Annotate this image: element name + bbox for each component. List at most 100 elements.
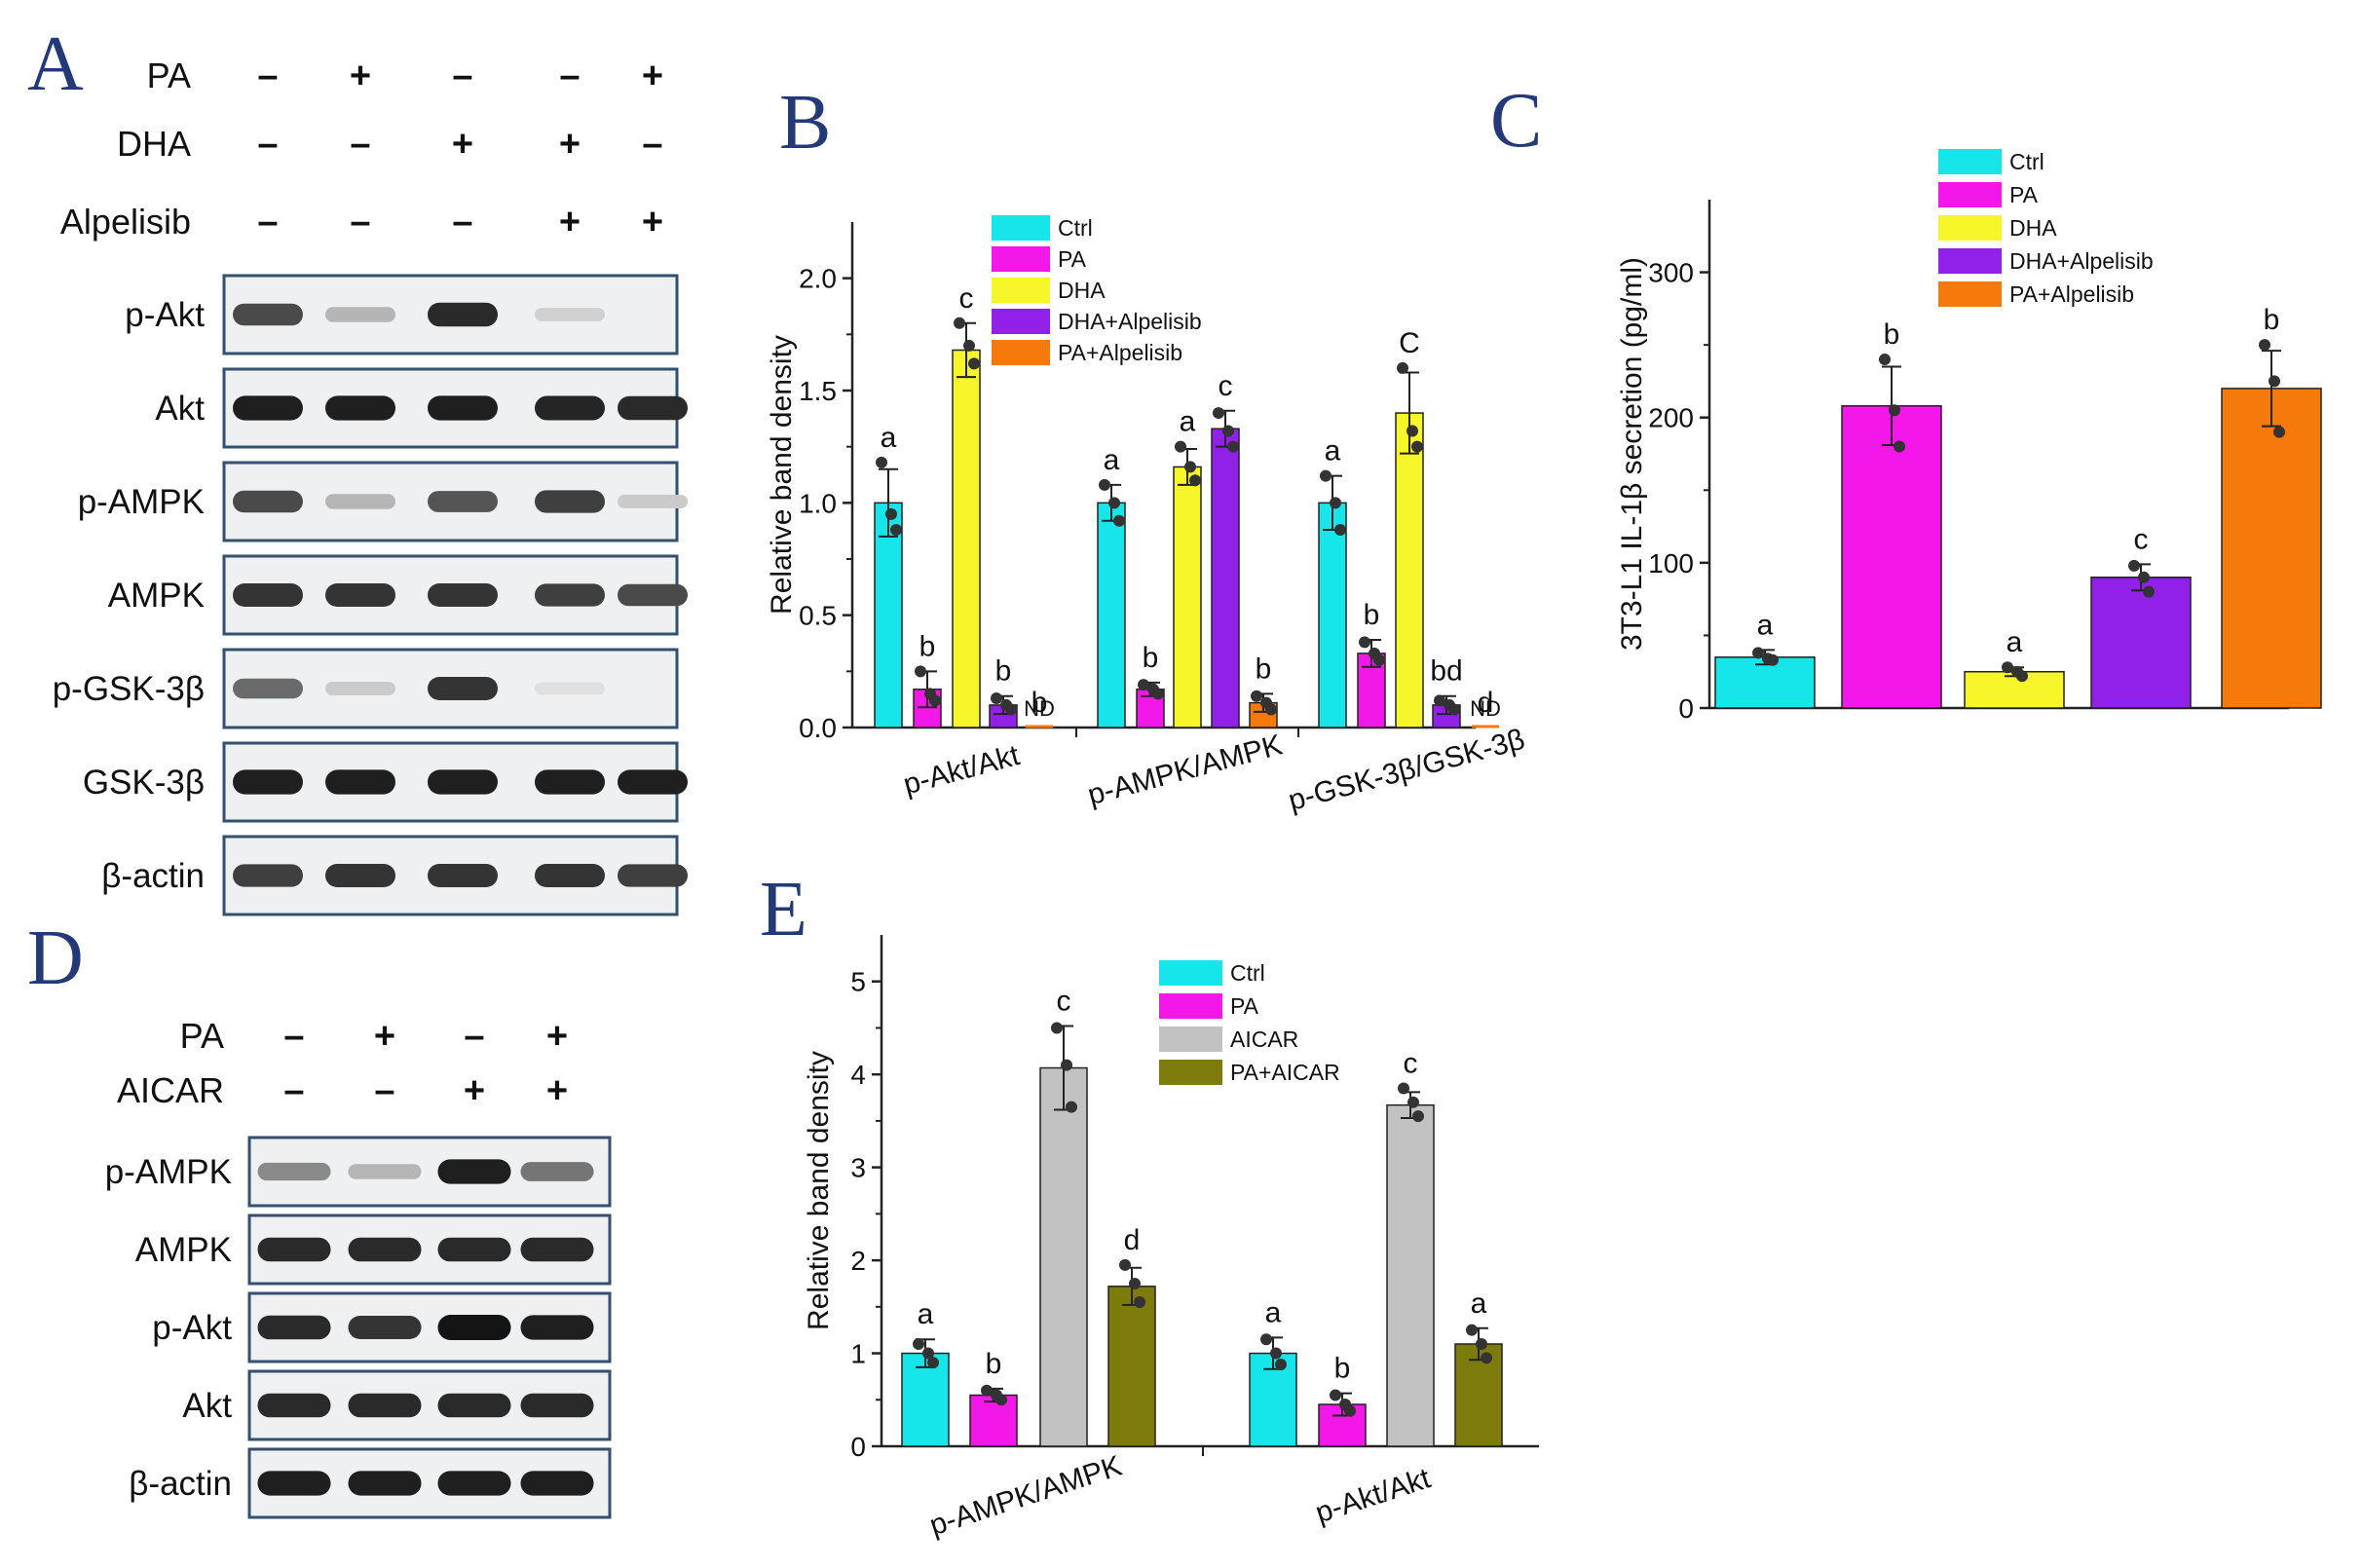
data-point-c-1-0 [1879,354,1891,366]
data-point-b-2-3-2 [1448,703,1460,716]
data-point-e-1-1-2 [1344,1404,1356,1417]
significance-letter-c-4: b [2264,304,2280,336]
data-point-c-0-2 [1767,653,1779,666]
treatment-sign-a-2-0: – [257,202,278,243]
blot-band-d-1-3 [520,1237,594,1262]
data-point-b-2-1-2 [1373,653,1385,666]
data-point-e-1-0-0 [1260,1333,1272,1346]
significance-letter-e-1-2: c [1404,1048,1418,1080]
treatment-sign-d-0-1: + [374,1016,395,1057]
legend-label-e-2: AICAR [1230,1027,1298,1052]
treatment-sign-a-2-4: + [642,202,663,243]
blot-band-a-0-2 [428,302,498,327]
data-point-b-1-3-1 [1222,425,1234,437]
western-blot-d: PA – + – + AICAR – – + + p-AMPK AMPK p-Akt Akt β-actin [105,1016,612,1519]
data-point-b-1-3-2 [1227,440,1239,453]
y-tick-label-e-5: 5 [850,967,866,997]
data-point-e-0-3-1 [1129,1277,1141,1289]
significance-letter-e-1-0: a [1265,1296,1282,1328]
data-point-e-0-0-0 [913,1338,924,1350]
blot-band-d-0-0 [257,1162,331,1181]
bar-c-1 [1841,405,1942,709]
blot-band-a-5-0 [233,769,303,795]
bar-e-0-0 [901,1352,950,1447]
blot-band-a-1-1 [325,395,395,421]
blot-band-d-3-0 [257,1393,331,1418]
data-point-e-1-2-1 [1407,1096,1419,1108]
legend-swatch-b-0 [992,215,1050,241]
data-point-b-2-2-1 [1407,425,1418,437]
panel-letter-a: A [27,21,84,107]
y-tick-label-b-2: 1.0 [799,488,837,518]
significance-letter-e-0-0: a [918,1298,934,1330]
treatment-sign-d-0-2: – [464,1016,484,1057]
significance-letter-b-1-3: c [1219,370,1233,402]
data-point-c-3-0 [2128,559,2140,572]
blot-band-a-4-1 [325,681,395,696]
bar-b-2-2 [1395,412,1424,728]
blot-band-d-4-3 [520,1471,594,1496]
treatment-sign-a-0-4: + [642,56,663,96]
data-point-b-0-1-0 [915,665,926,678]
bar-c-4 [2221,388,2322,709]
protein-label-d-4: β-actin [129,1465,232,1503]
blot-band-a-0-0 [233,303,303,326]
treatment-sign-a-0-2: – [452,56,472,96]
significance-letter-b-2-0: a [1325,435,1341,467]
treatment-label-a-0: PA [147,56,191,95]
bar-e-1-2 [1386,1103,1435,1447]
y-tick-label-c-1: 100 [1648,548,1694,579]
data-point-e-0-1-2 [995,1394,1007,1406]
blot-band-a-1-4 [618,395,688,421]
blot-band-a-2-4 [618,494,688,509]
data-point-b-1-0-2 [1113,514,1125,527]
data-point-b-2-0-2 [1334,524,1346,537]
panel-letter-c: C [1490,78,1542,164]
y-axis-label-e: Relative band density [803,1051,835,1330]
legend-label-e-3: PA+AICAR [1230,1060,1340,1085]
blot-band-d-3-2 [437,1393,511,1418]
treatment-label-d-0: PA [180,1016,224,1056]
significance-letter-e-0-1: b [986,1348,1002,1380]
data-point-e-0-0-1 [922,1347,934,1360]
data-point-b-1-0-0 [1099,478,1110,491]
y-tick-label-e-0: 0 [850,1432,866,1462]
significance-letter-c-3: c [2134,523,2149,555]
blot-band-a-4-3 [535,682,605,695]
data-point-c-3-1 [2138,571,2150,583]
blot-band-d-4-1 [348,1471,422,1496]
data-point-c-4-0 [2259,339,2270,352]
significance-letter-b-1-2: a [1180,406,1196,438]
treatment-sign-a-1-1: – [350,124,370,165]
data-point-c-3-2 [2143,585,2155,598]
blot-band-d-2-0 [257,1315,331,1340]
legend-swatch-c-2 [1938,215,2002,241]
blot-band-a-3-2 [428,583,498,607]
data-point-b-0-0-0 [876,456,887,468]
data-point-e-0-0-2 [927,1357,939,1369]
data-point-b-1-2-1 [1184,461,1196,473]
bar-b-1-3 [1211,428,1240,728]
y-tick-label-c-2: 200 [1648,403,1694,433]
y-tick-label-b-3: 1.5 [799,376,837,406]
treatment-label-a-1: DHA [117,124,191,164]
treatment-sign-a-2-3: + [559,202,581,243]
bar-b-1-0 [1097,502,1126,728]
significance-letter-b-0-0: a [881,422,897,454]
significance-letter-b-0-1: b [919,630,936,662]
data-point-e-1-0-2 [1275,1359,1287,1370]
bar-b-2-0 [1318,502,1347,728]
legend-label-c-3: DHA+Alpelisib [2009,248,2154,274]
protein-label-a-4: p-GSK-3β [53,670,205,708]
panel-letter-e: E [760,867,807,952]
data-point-c-1-1 [1889,404,1900,417]
y-tick-label-b-4: 2.0 [799,264,837,294]
y-tick-label-c-0: 0 [1678,693,1694,724]
data-point-b-1-2-2 [1189,474,1201,487]
data-point-b-0-1-2 [929,694,941,707]
significance-letter-e-1-3: a [1471,1288,1487,1320]
blot-band-d-0-3 [520,1162,594,1181]
significance-letter-e-0-2: c [1057,986,1071,1018]
data-point-c-1-2 [1894,440,1905,453]
legend-label-e-1: PA [1230,993,1259,1019]
